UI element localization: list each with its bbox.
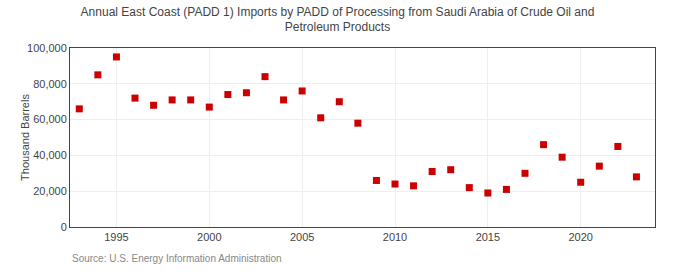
svg-text:2015: 2015	[476, 231, 500, 243]
svg-text:2010: 2010	[383, 231, 407, 243]
svg-text:0: 0	[61, 221, 67, 233]
svg-text:Source: U.S. Energy Informatio: Source: U.S. Energy Information Administ…	[72, 253, 282, 264]
svg-text:2005: 2005	[290, 231, 314, 243]
svg-text:Thousand Barrels: Thousand Barrels	[19, 94, 31, 181]
svg-text:40,000: 40,000	[33, 149, 67, 161]
svg-text:2020: 2020	[568, 231, 592, 243]
svg-text:2000: 2000	[197, 231, 221, 243]
svg-text:Annual East Coast (PADD 1) Imp: Annual East Coast (PADD 1) Imports by PA…	[81, 5, 595, 35]
svg-text:20,000: 20,000	[33, 185, 67, 197]
svg-text:60,000: 60,000	[33, 113, 67, 125]
svg-text:1995: 1995	[104, 231, 128, 243]
svg-text:80,000: 80,000	[33, 78, 67, 90]
svg-text:100,000: 100,000	[27, 42, 67, 54]
